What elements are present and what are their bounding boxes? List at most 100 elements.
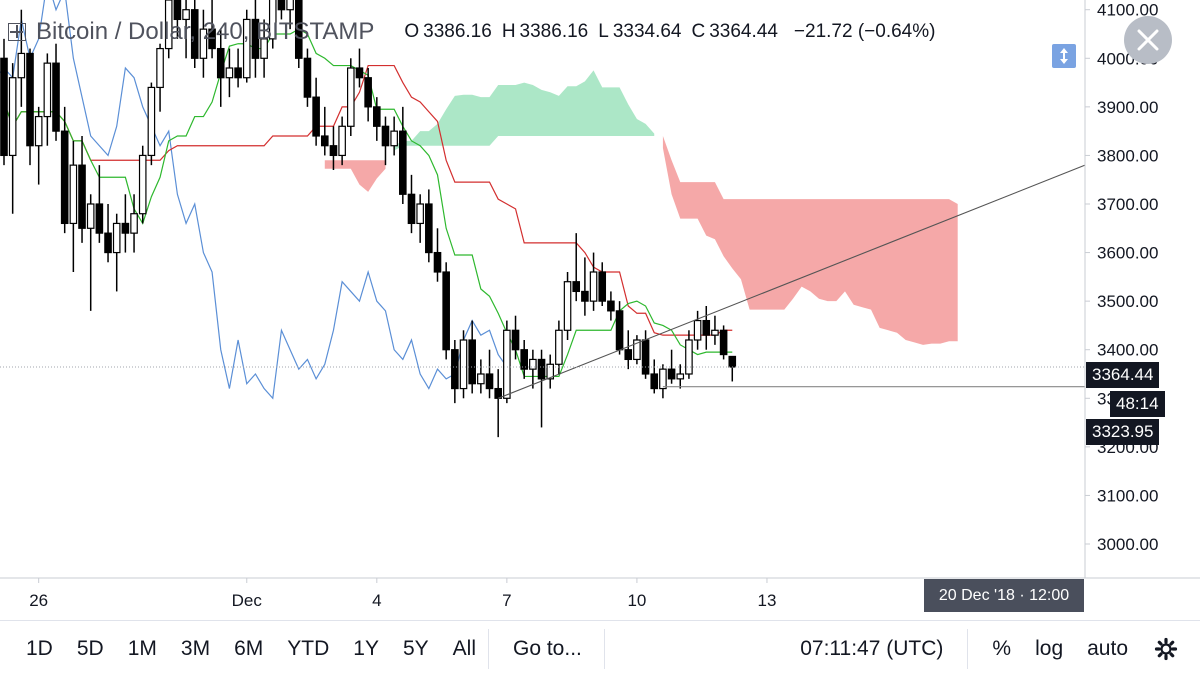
candle-body bbox=[347, 67, 355, 127]
candle bbox=[112, 213, 121, 292]
open-value: 3386.16 bbox=[423, 21, 492, 42]
scale-button[interactable] bbox=[1052, 44, 1076, 68]
cloud-bearish bbox=[324, 160, 386, 192]
candle bbox=[494, 369, 502, 438]
candle-body bbox=[8, 77, 17, 157]
candle bbox=[537, 349, 546, 428]
price-chart[interactable]: 3000.003100.003200.003300.003400.003500.… bbox=[0, 0, 1200, 620]
candle bbox=[104, 204, 112, 263]
candle bbox=[121, 194, 130, 253]
candle bbox=[416, 194, 424, 243]
kijun-line bbox=[3, 64, 733, 336]
x-tick-label: 7 bbox=[502, 591, 511, 610]
candle-body bbox=[303, 57, 312, 98]
range-ytd[interactable]: YTD bbox=[287, 636, 330, 660]
candle-body bbox=[268, 0, 277, 40]
candle-body bbox=[529, 358, 537, 370]
candle bbox=[451, 340, 459, 404]
candle bbox=[641, 330, 650, 379]
candle bbox=[182, 0, 190, 59]
candle bbox=[225, 48, 234, 98]
candle-body bbox=[485, 373, 494, 390]
cloud-bearish bbox=[662, 136, 958, 345]
candle bbox=[459, 330, 468, 399]
candle-body bbox=[320, 135, 329, 147]
range-1y[interactable]: 1Y bbox=[353, 636, 379, 660]
range-all[interactable]: All bbox=[452, 636, 476, 660]
candle-body bbox=[607, 300, 615, 312]
range-6m[interactable]: 6M bbox=[234, 636, 264, 660]
candle bbox=[303, 48, 312, 107]
candle-body bbox=[546, 363, 555, 380]
candle bbox=[572, 233, 581, 302]
candle-body bbox=[234, 67, 242, 79]
candle-body bbox=[667, 368, 676, 380]
candle bbox=[702, 306, 711, 350]
candle bbox=[8, 63, 17, 214]
range-1m[interactable]: 1M bbox=[127, 636, 157, 660]
settings-button[interactable] bbox=[1140, 637, 1200, 661]
range-5y[interactable]: 5Y bbox=[402, 636, 429, 660]
candle-body bbox=[598, 271, 607, 302]
candle-body bbox=[589, 271, 598, 302]
chikou-line bbox=[0, 0, 508, 400]
candle bbox=[581, 257, 589, 316]
high-value: 3386.16 bbox=[519, 21, 589, 42]
toolbar-divider bbox=[603, 628, 605, 669]
symbol-icon[interactable] bbox=[8, 23, 26, 41]
candle bbox=[277, 0, 286, 20]
range-3m[interactable]: 3M bbox=[180, 636, 211, 660]
log-toggle[interactable]: log bbox=[1035, 636, 1064, 660]
candle-body bbox=[156, 47, 164, 89]
candle-body bbox=[581, 290, 589, 302]
candle-body bbox=[216, 47, 225, 79]
candle bbox=[208, 0, 216, 59]
candle bbox=[320, 106, 329, 156]
y-tick-label: 3100.00 bbox=[1097, 486, 1158, 505]
candle-body bbox=[78, 164, 86, 229]
candle-body bbox=[199, 28, 208, 59]
candle-body bbox=[433, 251, 442, 273]
candle bbox=[407, 174, 416, 234]
candle bbox=[624, 330, 633, 370]
candle-body bbox=[242, 18, 251, 79]
candle-body bbox=[0, 57, 8, 157]
candle-body bbox=[563, 281, 572, 331]
range-5d[interactable]: 5D bbox=[76, 636, 104, 660]
range-1d[interactable]: 1D bbox=[26, 636, 53, 660]
candle bbox=[468, 320, 476, 394]
symbol-title[interactable]: Bitcoin / Dollar, 240, BITSTAMP bbox=[36, 18, 375, 45]
candle-body bbox=[659, 368, 667, 390]
candle bbox=[503, 320, 511, 404]
close-value: 3364.44 bbox=[709, 21, 778, 42]
candle-body bbox=[407, 193, 416, 225]
level-price-tag: 3323.95 bbox=[1086, 419, 1160, 445]
candle bbox=[633, 335, 641, 365]
close-icon bbox=[1137, 29, 1159, 51]
candle bbox=[17, 9, 26, 107]
candle-body bbox=[34, 115, 43, 147]
auto-toggle[interactable]: auto bbox=[1087, 636, 1128, 660]
candle-body bbox=[338, 125, 346, 157]
candle bbox=[650, 359, 659, 394]
close-button[interactable] bbox=[1124, 16, 1172, 64]
candle-body bbox=[425, 203, 433, 254]
goto-button[interactable]: Go to... bbox=[513, 636, 582, 660]
x-tick-label: Dec bbox=[232, 591, 263, 610]
candle bbox=[69, 140, 78, 272]
candle bbox=[329, 126, 338, 170]
candle-body bbox=[225, 67, 234, 79]
cloud-bullish bbox=[229, 102, 317, 161]
candle-body bbox=[685, 339, 693, 375]
candle-body bbox=[624, 349, 633, 361]
candle-body bbox=[138, 154, 147, 215]
close-label: C bbox=[691, 21, 706, 42]
range-selector: 1D 5D 1M 3M 6M YTD 1Y 5Y All bbox=[14, 637, 488, 661]
candle-body bbox=[390, 130, 398, 147]
candle bbox=[693, 310, 702, 350]
candle-body bbox=[711, 329, 719, 336]
percent-toggle[interactable]: % bbox=[992, 636, 1012, 660]
candle bbox=[685, 330, 693, 379]
candle-body bbox=[702, 319, 711, 336]
candle-body bbox=[615, 310, 624, 351]
